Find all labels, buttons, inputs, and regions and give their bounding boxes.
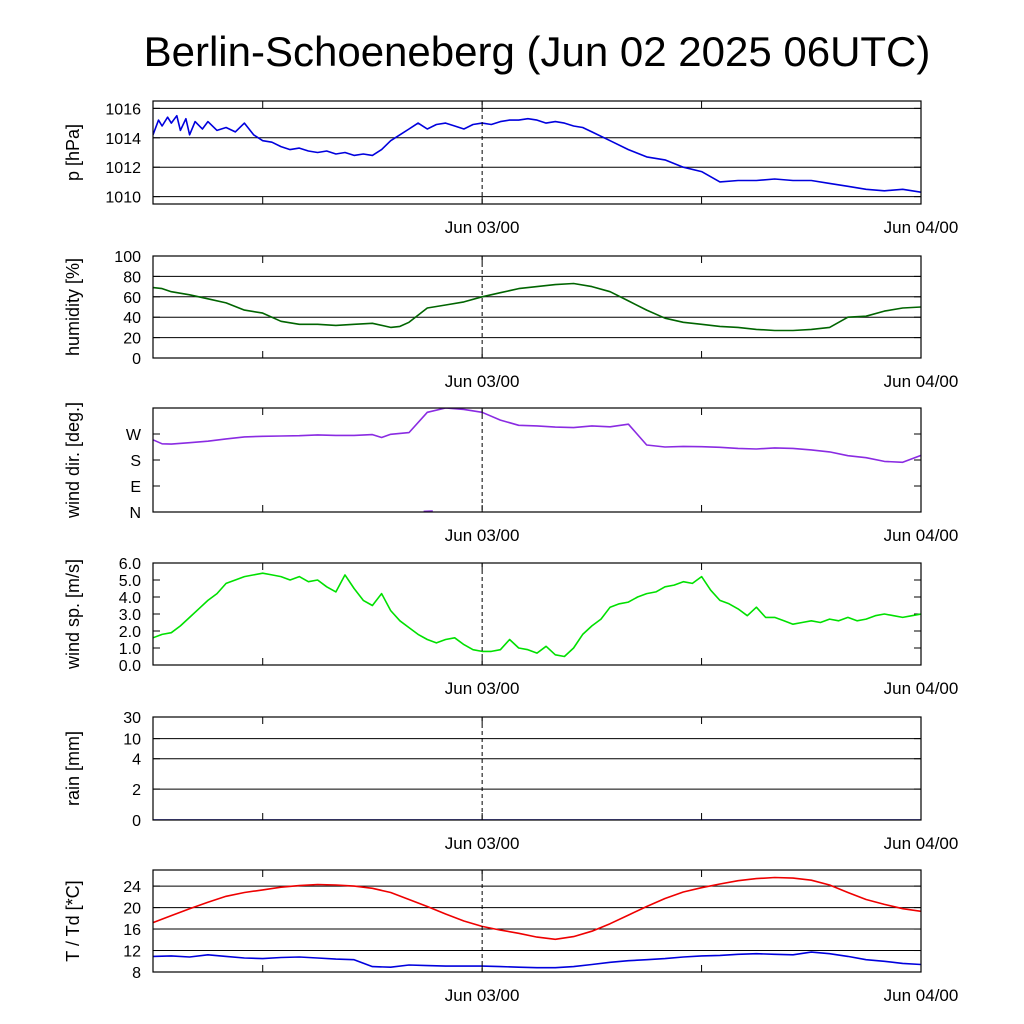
ytick-label-4: 1016 xyxy=(105,101,141,118)
panel-frame xyxy=(152,407,922,513)
ytick-label-3: 2.0 xyxy=(119,624,141,641)
ytick-label-2: E xyxy=(130,479,141,496)
series-line-1 xyxy=(153,408,921,464)
chart-title: Berlin-Schoeneberg (Jun 02 2025 06UTC) xyxy=(144,28,931,75)
panel-frame xyxy=(152,869,922,973)
panel-6: 8 12 16 20 24 Jun 03/00 Jun 04/00 T / Td [*C] xyxy=(63,869,959,1005)
xtick-label-2: Jun 04/00 xyxy=(884,372,959,391)
xtick-label-2: Jun 04/00 xyxy=(884,986,959,1005)
panel-frame xyxy=(152,716,922,821)
ytick-label-3: 16 xyxy=(123,922,141,939)
panel-frame xyxy=(152,100,922,205)
ytick-label-3: 4 xyxy=(132,752,141,769)
ylabel: humidity [%] xyxy=(63,258,83,356)
ytick-label-4: 3.0 xyxy=(119,607,141,624)
ylabel: rain [mm] xyxy=(63,731,83,806)
ytick-label-1: 0.0 xyxy=(119,658,141,675)
ytick-label-3: 1014 xyxy=(105,131,141,148)
series-line-1 xyxy=(153,282,921,332)
ytick-label-1: N xyxy=(129,505,141,522)
ylabel: wind sp. [m/s] xyxy=(63,559,83,670)
ytick-label-3: S xyxy=(130,453,141,470)
xtick-label-1: Jun 03/00 xyxy=(445,834,520,853)
ytick-label-3: 40 xyxy=(123,310,141,327)
xtick-label-1: Jun 03/00 xyxy=(445,526,520,545)
xtick-label-1: Jun 03/00 xyxy=(445,986,520,1005)
panel-frame xyxy=(152,255,922,359)
ytick-label-1: 0 xyxy=(132,351,141,368)
ytick-label-5: 24 xyxy=(123,879,141,896)
ytick-label-2: 12 xyxy=(123,944,141,961)
ytick-label-1: 8 xyxy=(132,965,141,982)
ytick-label-6: 100 xyxy=(114,249,141,266)
ytick-label-5: 80 xyxy=(123,269,141,286)
ytick-label-4: 10 xyxy=(123,732,141,749)
ytick-label-4: W xyxy=(126,427,142,444)
xtick-label-2: Jun 04/00 xyxy=(884,526,959,545)
series-line-1 xyxy=(153,876,921,941)
xtick-label-2: Jun 04/00 xyxy=(884,679,959,698)
ytick-label-4: 60 xyxy=(123,290,141,307)
ytick-label-2: 20 xyxy=(123,331,141,348)
ytick-label-2: 1012 xyxy=(105,160,141,177)
ytick-label-6: 5.0 xyxy=(119,573,141,590)
ytick-label-5: 30 xyxy=(123,710,141,727)
ylabel: p [hPa] xyxy=(63,124,83,181)
panel-frame xyxy=(152,562,922,666)
ytick-label-2: 2 xyxy=(132,782,141,799)
panel-4: 0.01.02.03.04.05.06.0 Jun 03/00 Jun 04/00 w… xyxy=(63,556,958,698)
ytick-label-1: 1010 xyxy=(105,190,141,207)
panel-5: 0 2 4 10 30 Jun 03/00 Jun 04/00 rain [mm] xyxy=(63,710,958,853)
ytick-label-1: 0 xyxy=(132,813,141,830)
series-line-2 xyxy=(153,951,921,969)
panel-2: 0 20 40 60 80 100 Jun 03/00 Jun 04/00 humidity [… xyxy=(63,249,958,391)
ytick-label-5: 4.0 xyxy=(119,590,141,607)
series-line-1 xyxy=(153,572,921,658)
xtick-label-1: Jun 03/00 xyxy=(445,372,520,391)
ylabel: T / Td [*C] xyxy=(63,880,83,961)
panel-1: 1010 1012 1014 1016 Jun 03/00 Jun 04/00 p [hPa… xyxy=(63,100,959,237)
xtick-label-2: Jun 04/00 xyxy=(884,834,959,853)
series-line-1 xyxy=(153,114,921,193)
xtick-label-1: Jun 03/00 xyxy=(445,218,520,237)
ytick-label-2: 1.0 xyxy=(119,641,141,658)
ylabel: wind dir. [deg.] xyxy=(63,402,83,519)
ytick-label-4: 20 xyxy=(123,901,141,918)
xtick-label-1: Jun 03/00 xyxy=(445,679,520,698)
ytick-label-7: 6.0 xyxy=(119,556,141,573)
xtick-label-2: Jun 04/00 xyxy=(884,218,959,237)
